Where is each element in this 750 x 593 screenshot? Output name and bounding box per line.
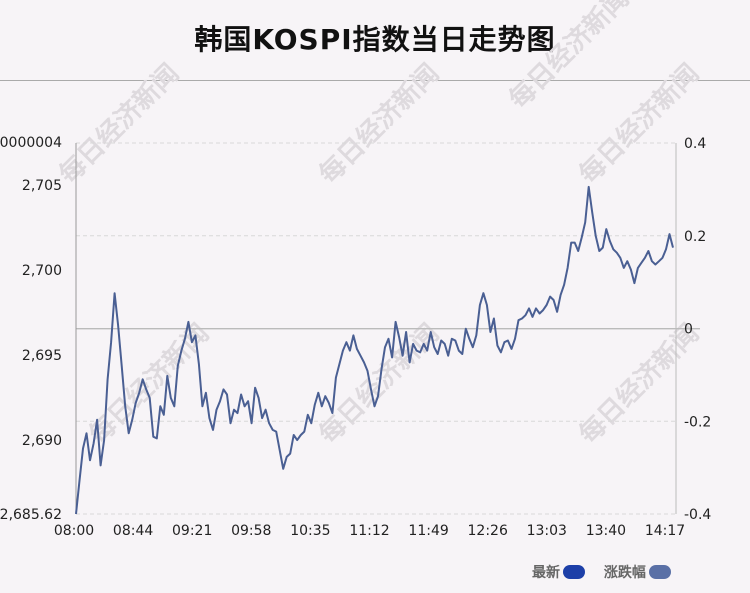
y-right-tick-label: -0.4	[684, 507, 711, 523]
legend-label-latest: 最新	[532, 565, 560, 581]
legend-label-change: 涨跌幅	[603, 565, 646, 581]
legend-swatch-latest	[563, 565, 585, 579]
legend-swatch-change	[648, 565, 671, 579]
x-tick-label: 13:03	[527, 523, 567, 539]
chart-title: 韩国KOSPI指数当日走势图	[194, 23, 556, 56]
watermark-text: 每日经济新闻	[573, 58, 705, 190]
chart-grid	[76, 142, 700, 515]
y-left-tick-label: 2,705	[22, 178, 62, 194]
title-divider	[0, 80, 750, 81]
x-tick-label: 14:17	[645, 523, 685, 539]
y-right-tick-label: -0.2	[684, 414, 711, 430]
y-axis-left-labels: 2,685.62 2,690 2,695 2,700 2,705 0000004	[0, 135, 62, 523]
y-axis-right-labels: -0.4 -0.2 0 0.2 0.4	[684, 136, 711, 523]
watermark-text: 每日经济新闻	[503, 0, 635, 115]
y-left-tick-label: 2,695	[22, 348, 62, 364]
x-tick-label: 12:26	[468, 523, 508, 539]
y-left-tick-label: 2,690	[22, 433, 62, 449]
x-tick-label: 08:44	[113, 523, 153, 539]
x-axis-labels: 08:00 08:44 09:21 09:58 10:35 11:12 11:49 12:26…	[54, 523, 685, 539]
series-line-latest	[75, 185, 674, 515]
y-left-tick-label: 0000004	[0, 135, 62, 151]
x-tick-label: 10:35	[290, 523, 330, 539]
y-right-tick-label: 0.4	[684, 136, 706, 152]
chart-axes	[75, 143, 677, 514]
y-right-tick-label: 0.2	[684, 229, 706, 245]
legend-item-latest[interactable]: 最新	[532, 562, 585, 582]
chart-legend: 最新 涨跌幅	[532, 562, 685, 582]
x-tick-label: 13:40	[586, 523, 626, 539]
y-left-tick-label: 2,700	[22, 263, 62, 279]
watermark-text: 每日经济新闻	[53, 58, 185, 190]
x-tick-label: 09:58	[231, 523, 271, 539]
x-tick-label: 08:00	[54, 523, 94, 539]
legend-item-change[interactable]: 涨跌幅	[604, 562, 671, 582]
x-tick-label: 09:21	[172, 523, 212, 539]
y-right-tick-label: 0	[684, 322, 693, 338]
y-left-tick-label: 2,685.62	[0, 507, 62, 523]
x-tick-label: 11:12	[349, 523, 389, 539]
series-layer	[75, 185, 674, 515]
watermark-text: 每日经济新闻	[313, 58, 445, 190]
x-tick-label: 11:49	[408, 523, 448, 539]
